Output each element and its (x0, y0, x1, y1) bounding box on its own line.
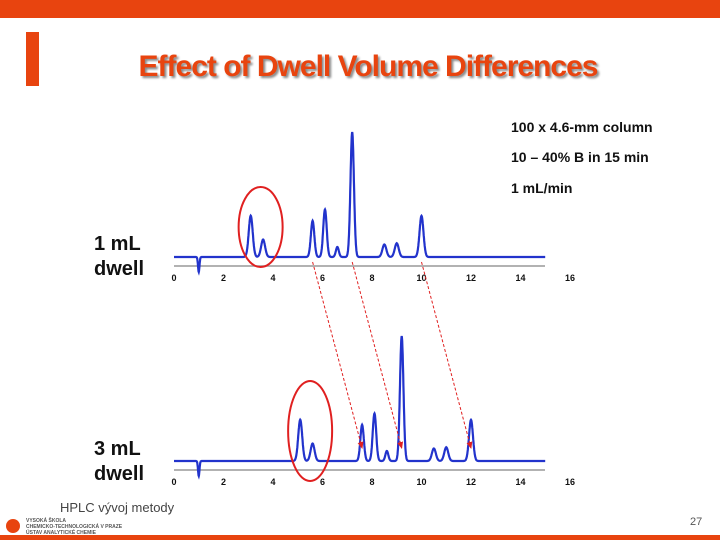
tick-label-0-6: 6 (320, 273, 325, 283)
page-number: 27 (690, 516, 703, 528)
tick-label-1-10: 10 (416, 477, 426, 487)
label-1ml-dwell: 1 mL dwell (94, 232, 144, 282)
title-accent-block (26, 32, 39, 86)
tick-label-0-8: 8 (369, 273, 374, 283)
label-1ml-line2: dwell (94, 258, 145, 280)
school-line-1: VYSOKÁ ŠKOLA (26, 518, 67, 524)
tick-label-1-6: 6 (320, 477, 325, 487)
tick-label-0-4: 4 (270, 273, 275, 283)
label-3ml-line1: 3 mL (94, 438, 141, 460)
tick-label-1-14: 14 (515, 477, 525, 487)
tick-label-0-16: 16 (565, 273, 575, 283)
tick-label-1-0: 0 (171, 477, 176, 487)
chromatogram-trace-0 (174, 131, 546, 276)
tick-label-1-2: 2 (221, 477, 226, 487)
label-3ml-line2: dwell (94, 463, 145, 485)
tick-label-0-2: 2 (221, 273, 226, 283)
chromatogram-trace-1 (174, 335, 546, 480)
tick-label-0-12: 12 (466, 273, 476, 283)
footer-text: HPLC vývoj metody (60, 500, 175, 515)
tick-label-0-14: 14 (515, 273, 525, 283)
tick-label-1-8: 8 (369, 477, 374, 487)
shift-arrow-0 (312, 261, 364, 449)
school-logo (6, 519, 20, 533)
school-line-2: CHEMICKO-TECHNOLOGICKÁ V PRAZE (26, 524, 123, 530)
label-3ml-dwell: 3 mL dwell (94, 437, 144, 487)
shift-arrow-1 (351, 261, 404, 449)
tick-label-1-16: 16 (565, 477, 575, 487)
school-name: VYSOKÁ ŠKOLA CHEMICKO-TECHNOLOGICKÁ V PR… (26, 518, 122, 536)
tick-label-1-4: 4 (270, 477, 275, 487)
highlight-circle-1 (287, 380, 334, 482)
tick-label-0-0: 0 (171, 273, 176, 283)
top-accent-bar (0, 0, 720, 18)
condition-column: 100 x 4.6-mm column (511, 119, 653, 135)
slide-title: Effect of Dwell Volume Differences (138, 50, 599, 83)
tick-label-0-10: 10 (416, 273, 426, 283)
label-1ml-line1: 1 mL (94, 233, 141, 255)
school-line-3: ÚSTAV ANALYTICKÉ CHEMIE (26, 530, 97, 536)
bottom-accent-bar (0, 535, 720, 540)
tick-label-1-12: 12 (466, 477, 476, 487)
condition-gradient: 10 – 40% B in 15 min (511, 149, 649, 165)
condition-flow: 1 mL/min (511, 180, 573, 196)
highlight-circle-0 (237, 186, 284, 268)
shift-arrow-2 (421, 261, 473, 449)
